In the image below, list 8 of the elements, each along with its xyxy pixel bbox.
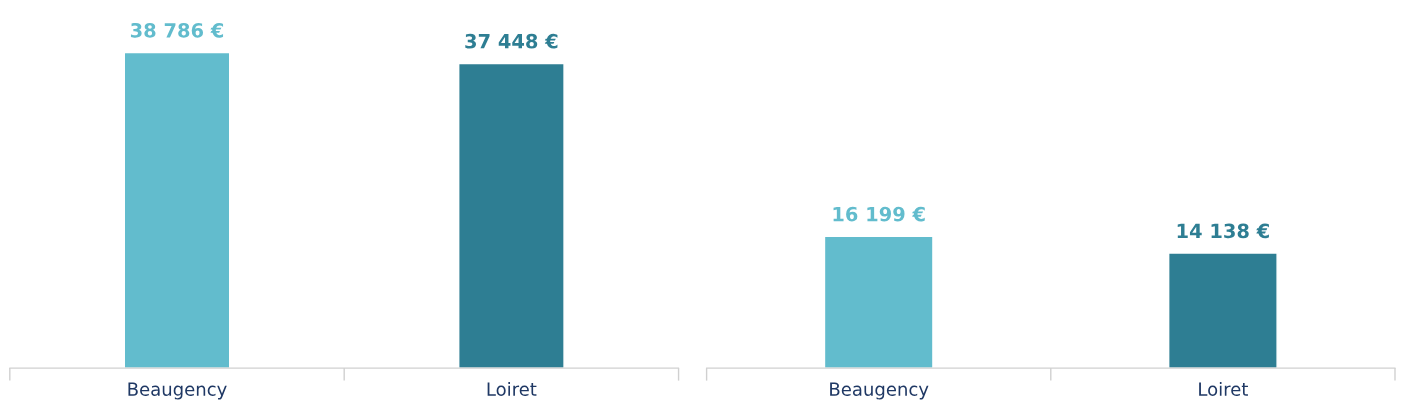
x-tick-label: Beaugency [128,382,227,400]
data-label: 14 138 € [1177,223,1269,239]
data-label: 16 199 € [833,206,925,222]
data-label: 38 786 € [130,22,224,38]
x-tick-label: Beaugency [830,382,929,400]
x-tick-label: Loiret [487,381,537,396]
data-label: 37 448 € [465,33,558,49]
x-tick-label: Loiret [1199,381,1248,396]
